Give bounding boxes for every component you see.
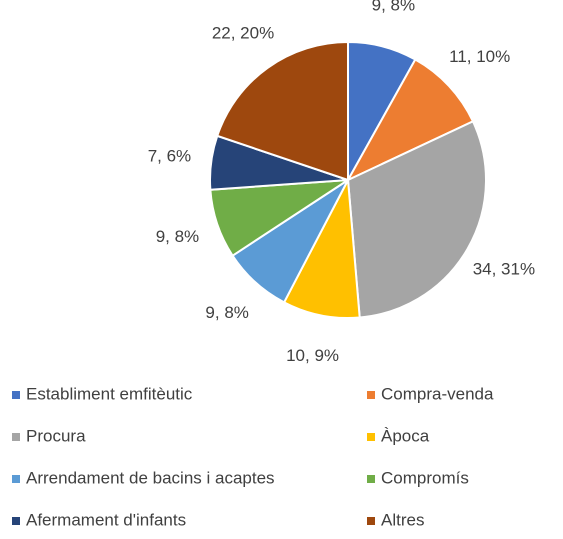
legend-swatch [367, 475, 375, 483]
data-label: 11, 10% [449, 47, 510, 66]
pie-slice [346, 120, 487, 319]
legend-label: Altres [381, 510, 424, 529]
pie-slice [215, 40, 349, 182]
data-label: 9, 8% [372, 0, 415, 14]
legend-swatch [367, 433, 375, 441]
legend-label: Afermament d'infants [26, 510, 186, 529]
data-label: 10, 9% [286, 346, 339, 365]
legend-label: Àpoca [381, 426, 430, 445]
data-label: 9, 8% [205, 303, 248, 322]
data-label: 7, 6% [148, 147, 191, 166]
data-label: 9, 8% [156, 227, 199, 246]
legend-label: Compra-venda [381, 384, 494, 403]
legend-swatch [367, 391, 375, 399]
legend-swatch [12, 391, 20, 399]
legend-label: Arrendament de bacins i acaptes [26, 468, 275, 487]
legend-swatch [12, 433, 20, 441]
legend-swatch [12, 517, 20, 525]
legend-swatch [367, 517, 375, 525]
legend-label: Establiment emfitèutic [26, 384, 193, 403]
legend-swatch [12, 475, 20, 483]
data-label: 34, 31% [473, 259, 535, 278]
legend-label: Procura [26, 426, 86, 445]
legend-label: Compromís [381, 468, 469, 487]
data-label: 22, 20% [212, 23, 274, 42]
pie-slice [345, 58, 475, 183]
